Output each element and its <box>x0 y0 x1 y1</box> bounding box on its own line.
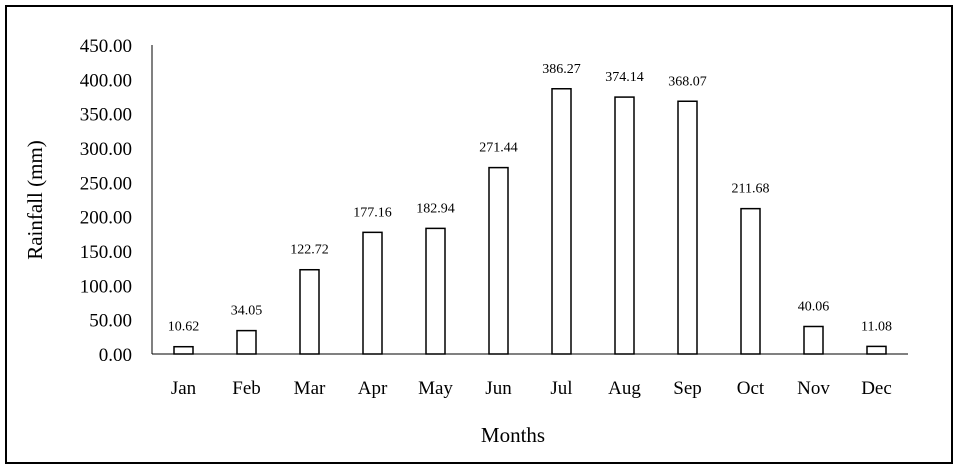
x-tick-label: May <box>418 378 453 399</box>
bar-nov <box>803 325 824 355</box>
bar-jul <box>551 88 572 355</box>
data-label: 368.07 <box>668 74 707 89</box>
bar-jun <box>488 166 509 355</box>
bar-sep <box>677 100 698 355</box>
data-label: 11.08 <box>861 319 892 334</box>
x-tick-label: Aug <box>608 378 641 399</box>
x-tick-label: Oct <box>737 378 765 399</box>
y-tick-label: 350.00 <box>80 105 132 126</box>
y-tick-label: 250.00 <box>80 173 132 194</box>
data-label: 122.72 <box>290 243 329 258</box>
bar-mar <box>299 268 320 355</box>
x-tick-label: Jul <box>550 378 572 399</box>
y-tick-label: 400.00 <box>80 70 132 91</box>
x-tick-label: Nov <box>797 378 830 399</box>
data-label: 211.68 <box>732 182 770 197</box>
data-label: 34.05 <box>231 304 263 319</box>
x-tick-label: Apr <box>358 378 388 399</box>
x-tick-label: Jan <box>171 378 197 399</box>
chart-frame <box>5 5 953 464</box>
y-tick-label: 200.00 <box>80 208 132 229</box>
bar-oct <box>740 207 761 355</box>
data-label: 271.44 <box>479 141 518 156</box>
y-tick-label: 450.00 <box>80 36 132 57</box>
bar-apr <box>362 231 383 355</box>
data-label: 182.94 <box>416 201 455 216</box>
data-label: 374.14 <box>605 70 644 85</box>
bar-jan <box>173 345 194 355</box>
bar-feb <box>236 329 257 355</box>
y-tick-label: 300.00 <box>80 139 132 160</box>
bar-aug <box>614 96 635 355</box>
x-tick-label: Feb <box>232 378 261 399</box>
data-label: 40.06 <box>798 299 830 314</box>
x-axis-title: Months <box>481 423 545 447</box>
x-tick-label: Sep <box>673 378 702 399</box>
y-axis: 0.00 50.00 100.00 150.00 200.00 250.00 300.00 3… <box>80 36 153 366</box>
y-axis-title: Rainfall (mm) <box>23 140 47 260</box>
bars <box>173 88 887 355</box>
y-tick-label: 50.00 <box>89 311 132 332</box>
data-label: 177.16 <box>353 205 392 220</box>
x-tick-label: Dec <box>861 378 892 399</box>
x-tick-label: Mar <box>294 378 326 399</box>
data-label: 386.27 <box>542 62 581 77</box>
bar-dec <box>866 345 887 355</box>
bar-may <box>425 227 446 355</box>
y-tick-label: 100.00 <box>80 276 132 297</box>
y-tick-label: 0.00 <box>99 345 132 366</box>
data-label: 10.62 <box>168 320 200 335</box>
x-tick-label: Jun <box>485 378 512 399</box>
data-labels: 10.62 34.05 122.72 177.16 182.94 271.44 386.27… <box>168 62 892 335</box>
x-axis: Jan Feb Mar Apr May Jun Jul Aug Sep Oct Nov Dec <box>152 353 908 399</box>
y-tick-label: 150.00 <box>80 242 132 263</box>
